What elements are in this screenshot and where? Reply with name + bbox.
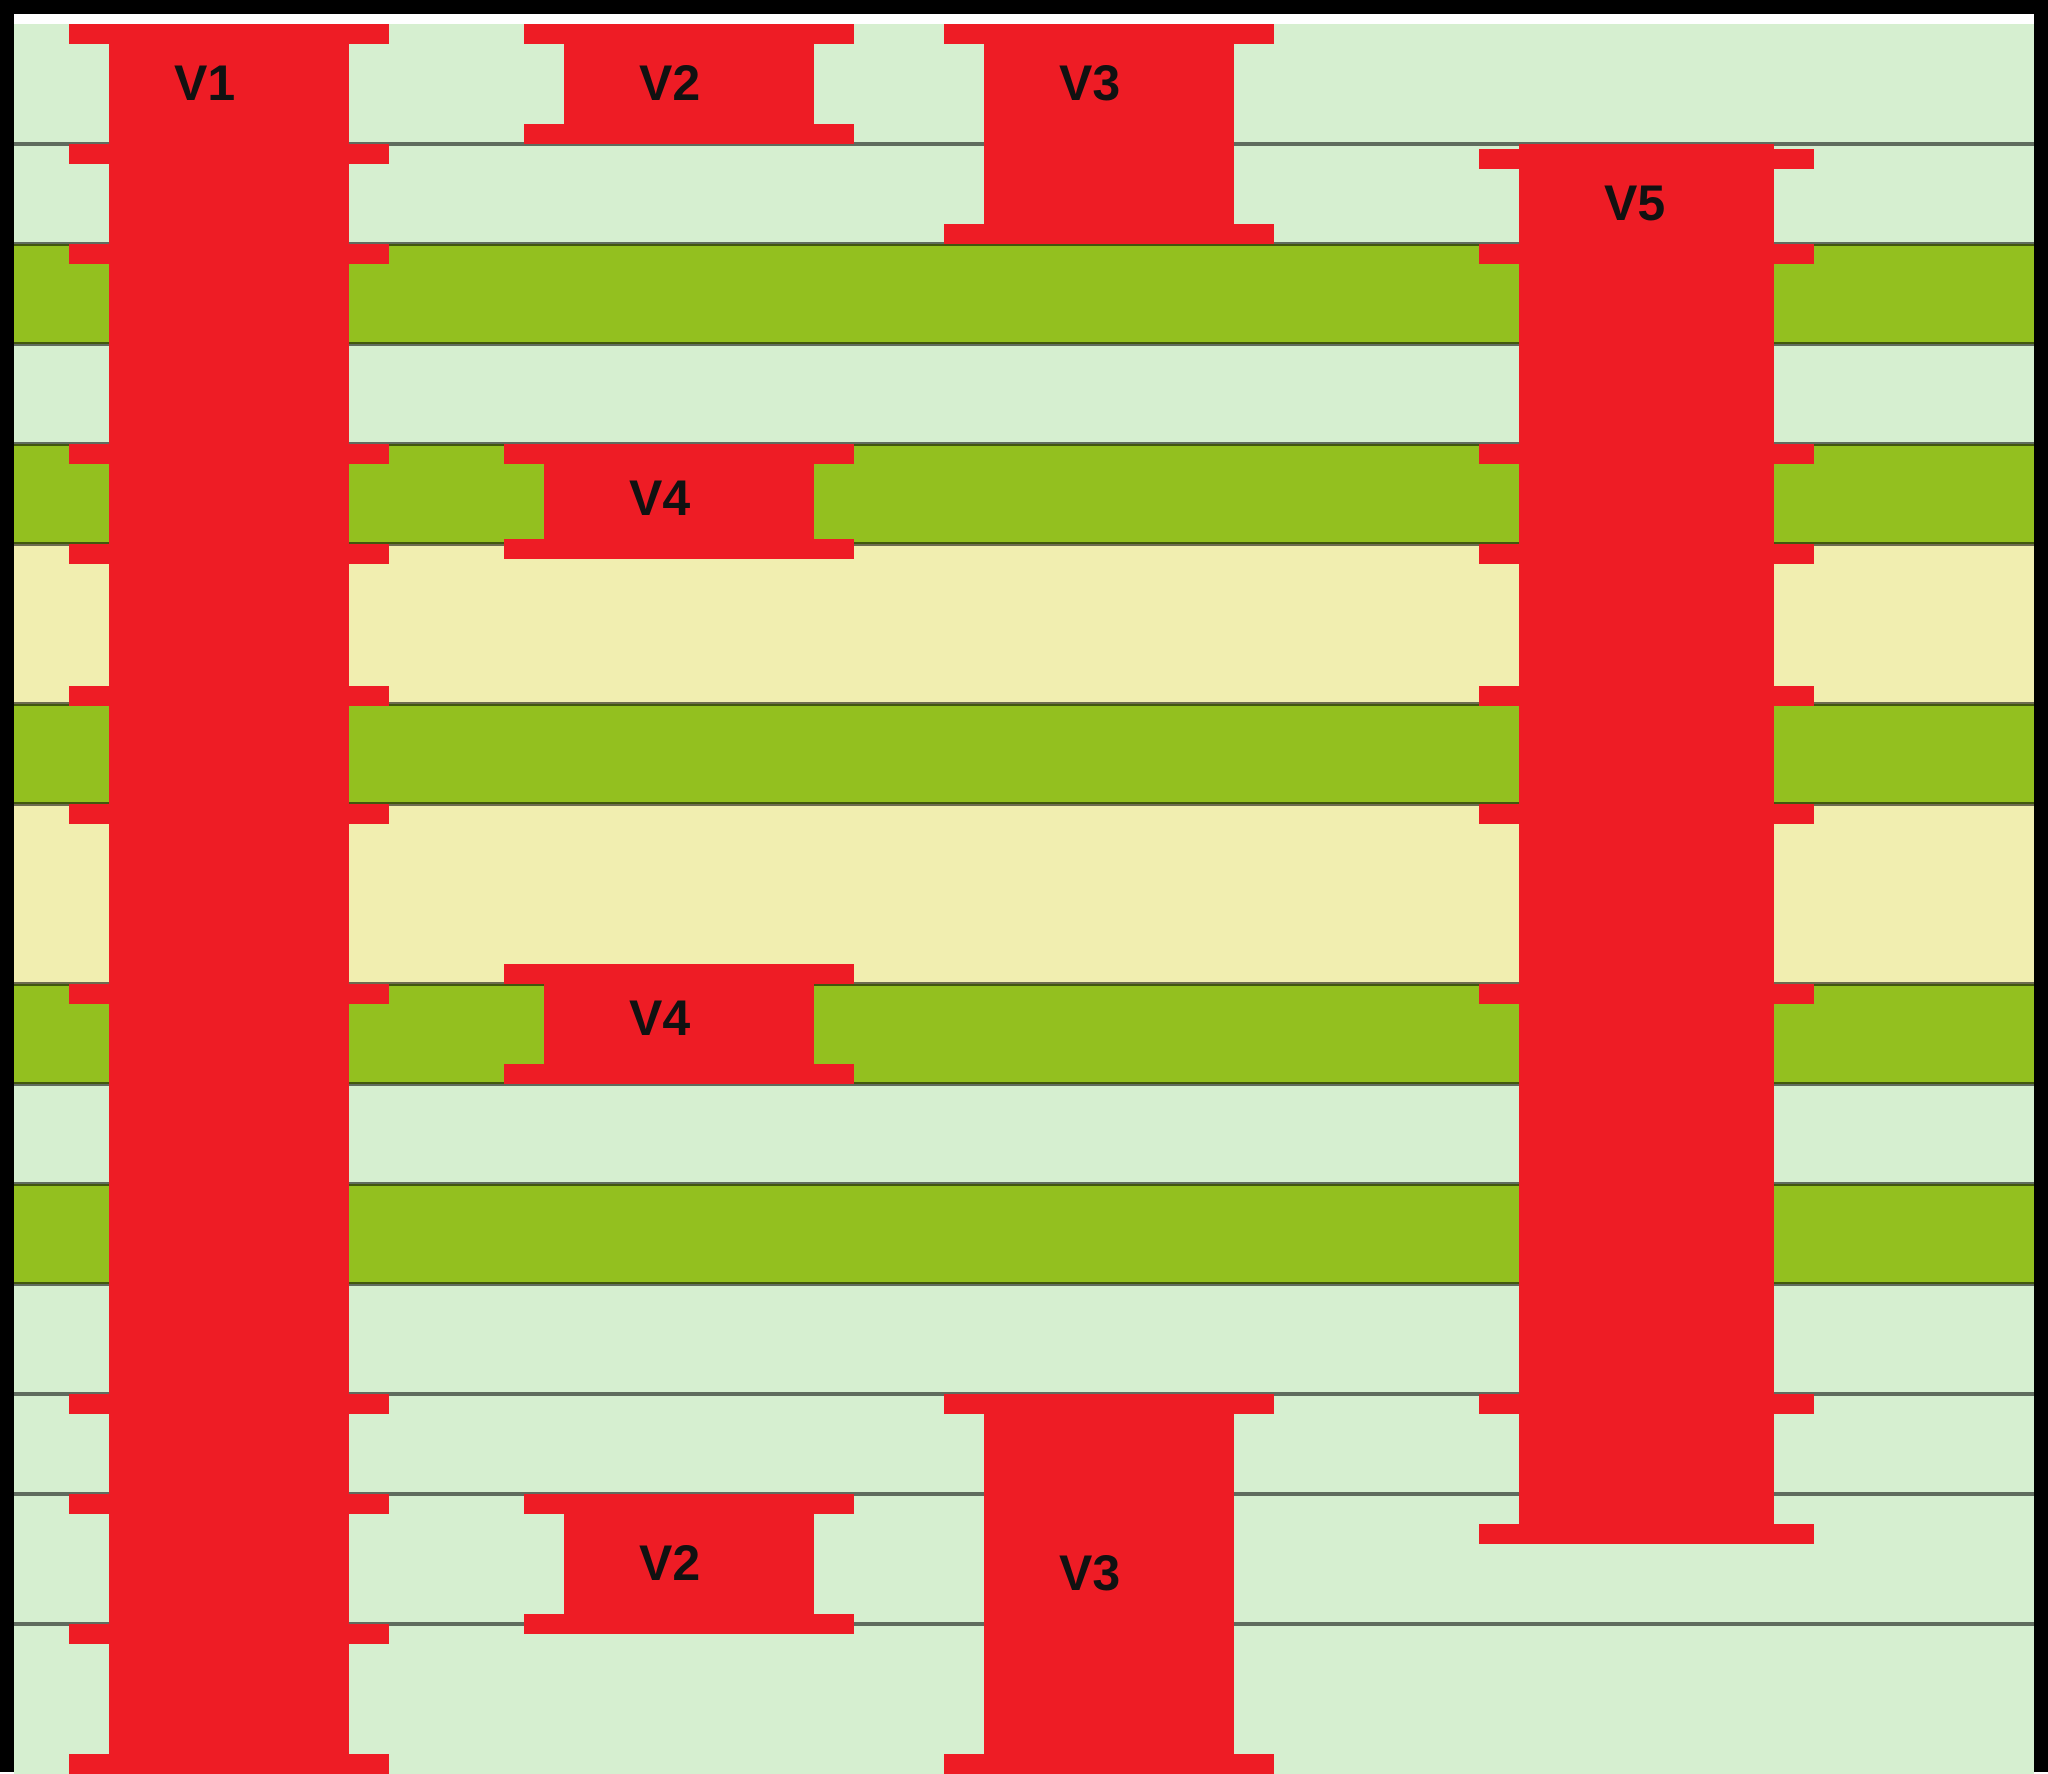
via-flange-V5-5 (1479, 804, 1814, 824)
via-label-V3_top: V3 (1059, 54, 1120, 112)
via-label-V4_lower: V4 (629, 989, 690, 1047)
via-label-V1: V1 (174, 54, 235, 112)
via-flange-V2_bot-1 (524, 1614, 854, 1634)
via-flange-V2_bot-0 (524, 1494, 854, 1514)
via-flange-V1-7 (69, 984, 389, 1004)
via-flange-V3_bot-0 (944, 1394, 1274, 1414)
via-flange-V1-5 (69, 686, 389, 706)
via-flange-V4_lower-1 (504, 1064, 854, 1084)
via-flange-V3_bot-1 (944, 1754, 1274, 1774)
via-flange-V3_top-1 (944, 224, 1274, 244)
via-flange-V5-4 (1479, 686, 1814, 706)
via-body-V5 (1519, 144, 1774, 1544)
via-flange-V5-0 (1479, 149, 1814, 169)
via-flange-V2_top-1 (524, 124, 854, 144)
via-flange-V2_top-0 (524, 24, 854, 44)
via-label-V2_bot: V2 (639, 1534, 700, 1592)
via-flange-V1-8 (69, 1394, 389, 1414)
via-flange-V5-6 (1479, 984, 1814, 1004)
via-V5 (1519, 144, 1774, 1544)
via-flange-V1-6 (69, 804, 389, 824)
via-flange-V1-10 (69, 1624, 389, 1644)
via-flange-V5-8 (1479, 1524, 1814, 1544)
via-flange-V1-0 (69, 24, 389, 44)
via-flange-V1-9 (69, 1494, 389, 1514)
via-flange-V3_top-0 (944, 24, 1274, 44)
pcb-stackup-diagram: V1 V2 V3 V5 V4 V4 V2 V3 (0, 0, 2048, 1772)
via-flange-V1-11 (69, 1754, 389, 1774)
via-flange-V1-1 (69, 144, 389, 164)
via-flange-V5-2 (1479, 444, 1814, 464)
via-flange-V4_upper-1 (504, 539, 854, 559)
via-flange-V1-4 (69, 544, 389, 564)
via-V1 (109, 24, 349, 1774)
via-label-V5: V5 (1604, 174, 1665, 232)
via-flange-V5-3 (1479, 544, 1814, 564)
via-flange-V5-1 (1479, 244, 1814, 264)
via-flange-V1-2 (69, 244, 389, 264)
via-label-V4_upper: V4 (629, 469, 690, 527)
via-flange-V5-7 (1479, 1394, 1814, 1414)
via-label-V3_bot: V3 (1059, 1544, 1120, 1602)
via-label-V2_top: V2 (639, 54, 700, 112)
via-flange-V4_upper-0 (504, 444, 854, 464)
via-flange-V4_lower-0 (504, 964, 854, 984)
via-flange-V1-3 (69, 444, 389, 464)
